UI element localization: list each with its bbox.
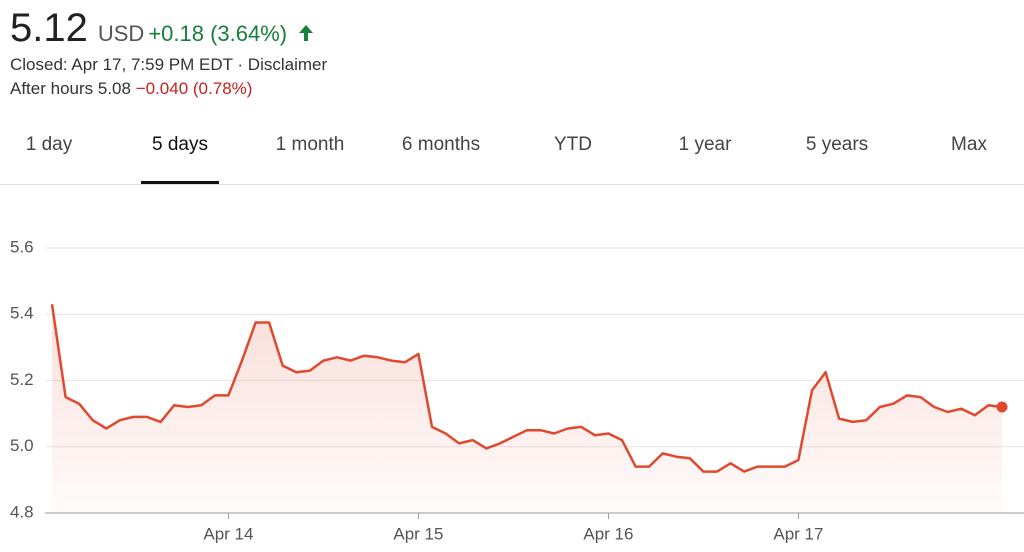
status: Closed: Apr 17, 7:59 PM EDT · Disclaimer [10,55,328,74]
x-tick-label: Apr 15 [393,524,443,543]
y-tick-label: 4.8 [10,502,34,521]
change: +0.18 (3.64%) [148,21,288,46]
last-point [996,401,1008,413]
range-tab[interactable]: 5 days [152,134,208,155]
range-tabs: 1 day 5 days 1 month 6 months YTD 1 year 5 yea… [0,128,1024,185]
tab-underline [141,181,219,184]
area-fill [52,304,1002,513]
after-hours-row: After hours 5.08 −0.040 (0.78%) [10,79,327,99]
y-tick-label: 5.4 [10,304,34,323]
y-tick-label: 5.0 [10,436,34,455]
quote-header: 5.12 USD +0.18 (3.64%) Closed: Apr 17, 7:5… [10,6,327,99]
range-tab[interactable]: 1 year [678,134,732,155]
price-line [50,304,1003,473]
range-tab[interactable]: 5 years [805,134,869,155]
y-tick-label: 5.2 [10,370,34,389]
x-tick-label: Apr 14 [203,524,253,543]
after-hours-change: −0.040 (0.78%) [135,79,253,98]
range-tab[interactable]: 6 months [401,134,481,155]
y-tick-label: 5.6 [10,237,34,256]
range-tab[interactable]: YTD [554,134,592,155]
range-tab[interactable]: Max [951,134,987,155]
price: 5.12 [10,6,88,50]
range-tab[interactable]: 1 month [275,134,345,155]
range-tab[interactable]: 1 day [25,134,73,155]
x-tick-label: Apr 16 [583,524,633,543]
after-hours: After hours 5.08 [10,79,131,98]
price-row: 5.12 USD +0.18 (3.64%) [10,6,327,51]
up-arrow [298,25,313,41]
x-tick-label: Apr 17 [773,524,823,543]
currency: USD [97,21,145,46]
